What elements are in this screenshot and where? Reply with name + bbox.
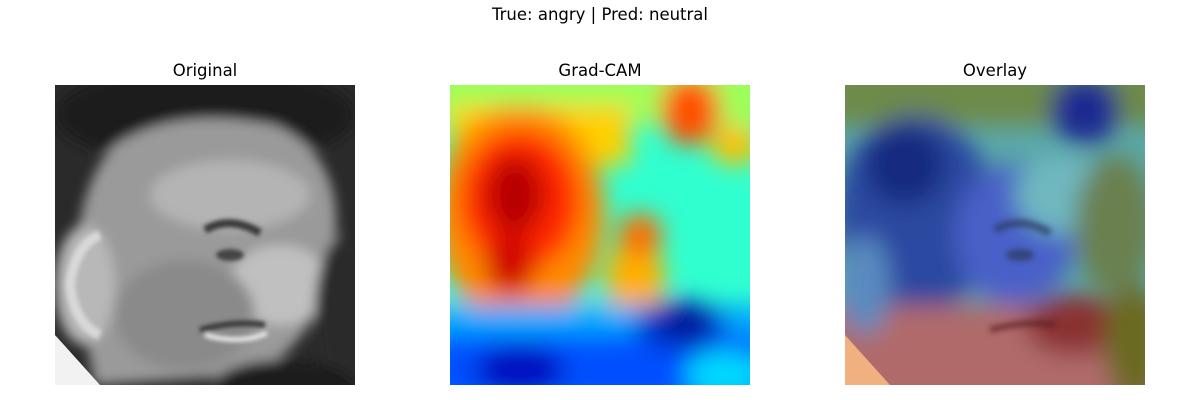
original-title: Original bbox=[172, 61, 238, 80]
overlay-image bbox=[845, 85, 1145, 385]
original-face-image bbox=[55, 85, 355, 385]
gradcam-heatmap bbox=[450, 85, 750, 385]
gradcam-title: Grad-CAM bbox=[558, 61, 642, 80]
figure-suptitle: True: angry | Pred: neutral bbox=[491, 5, 708, 24]
overlay-title: Overlay bbox=[962, 61, 1028, 80]
